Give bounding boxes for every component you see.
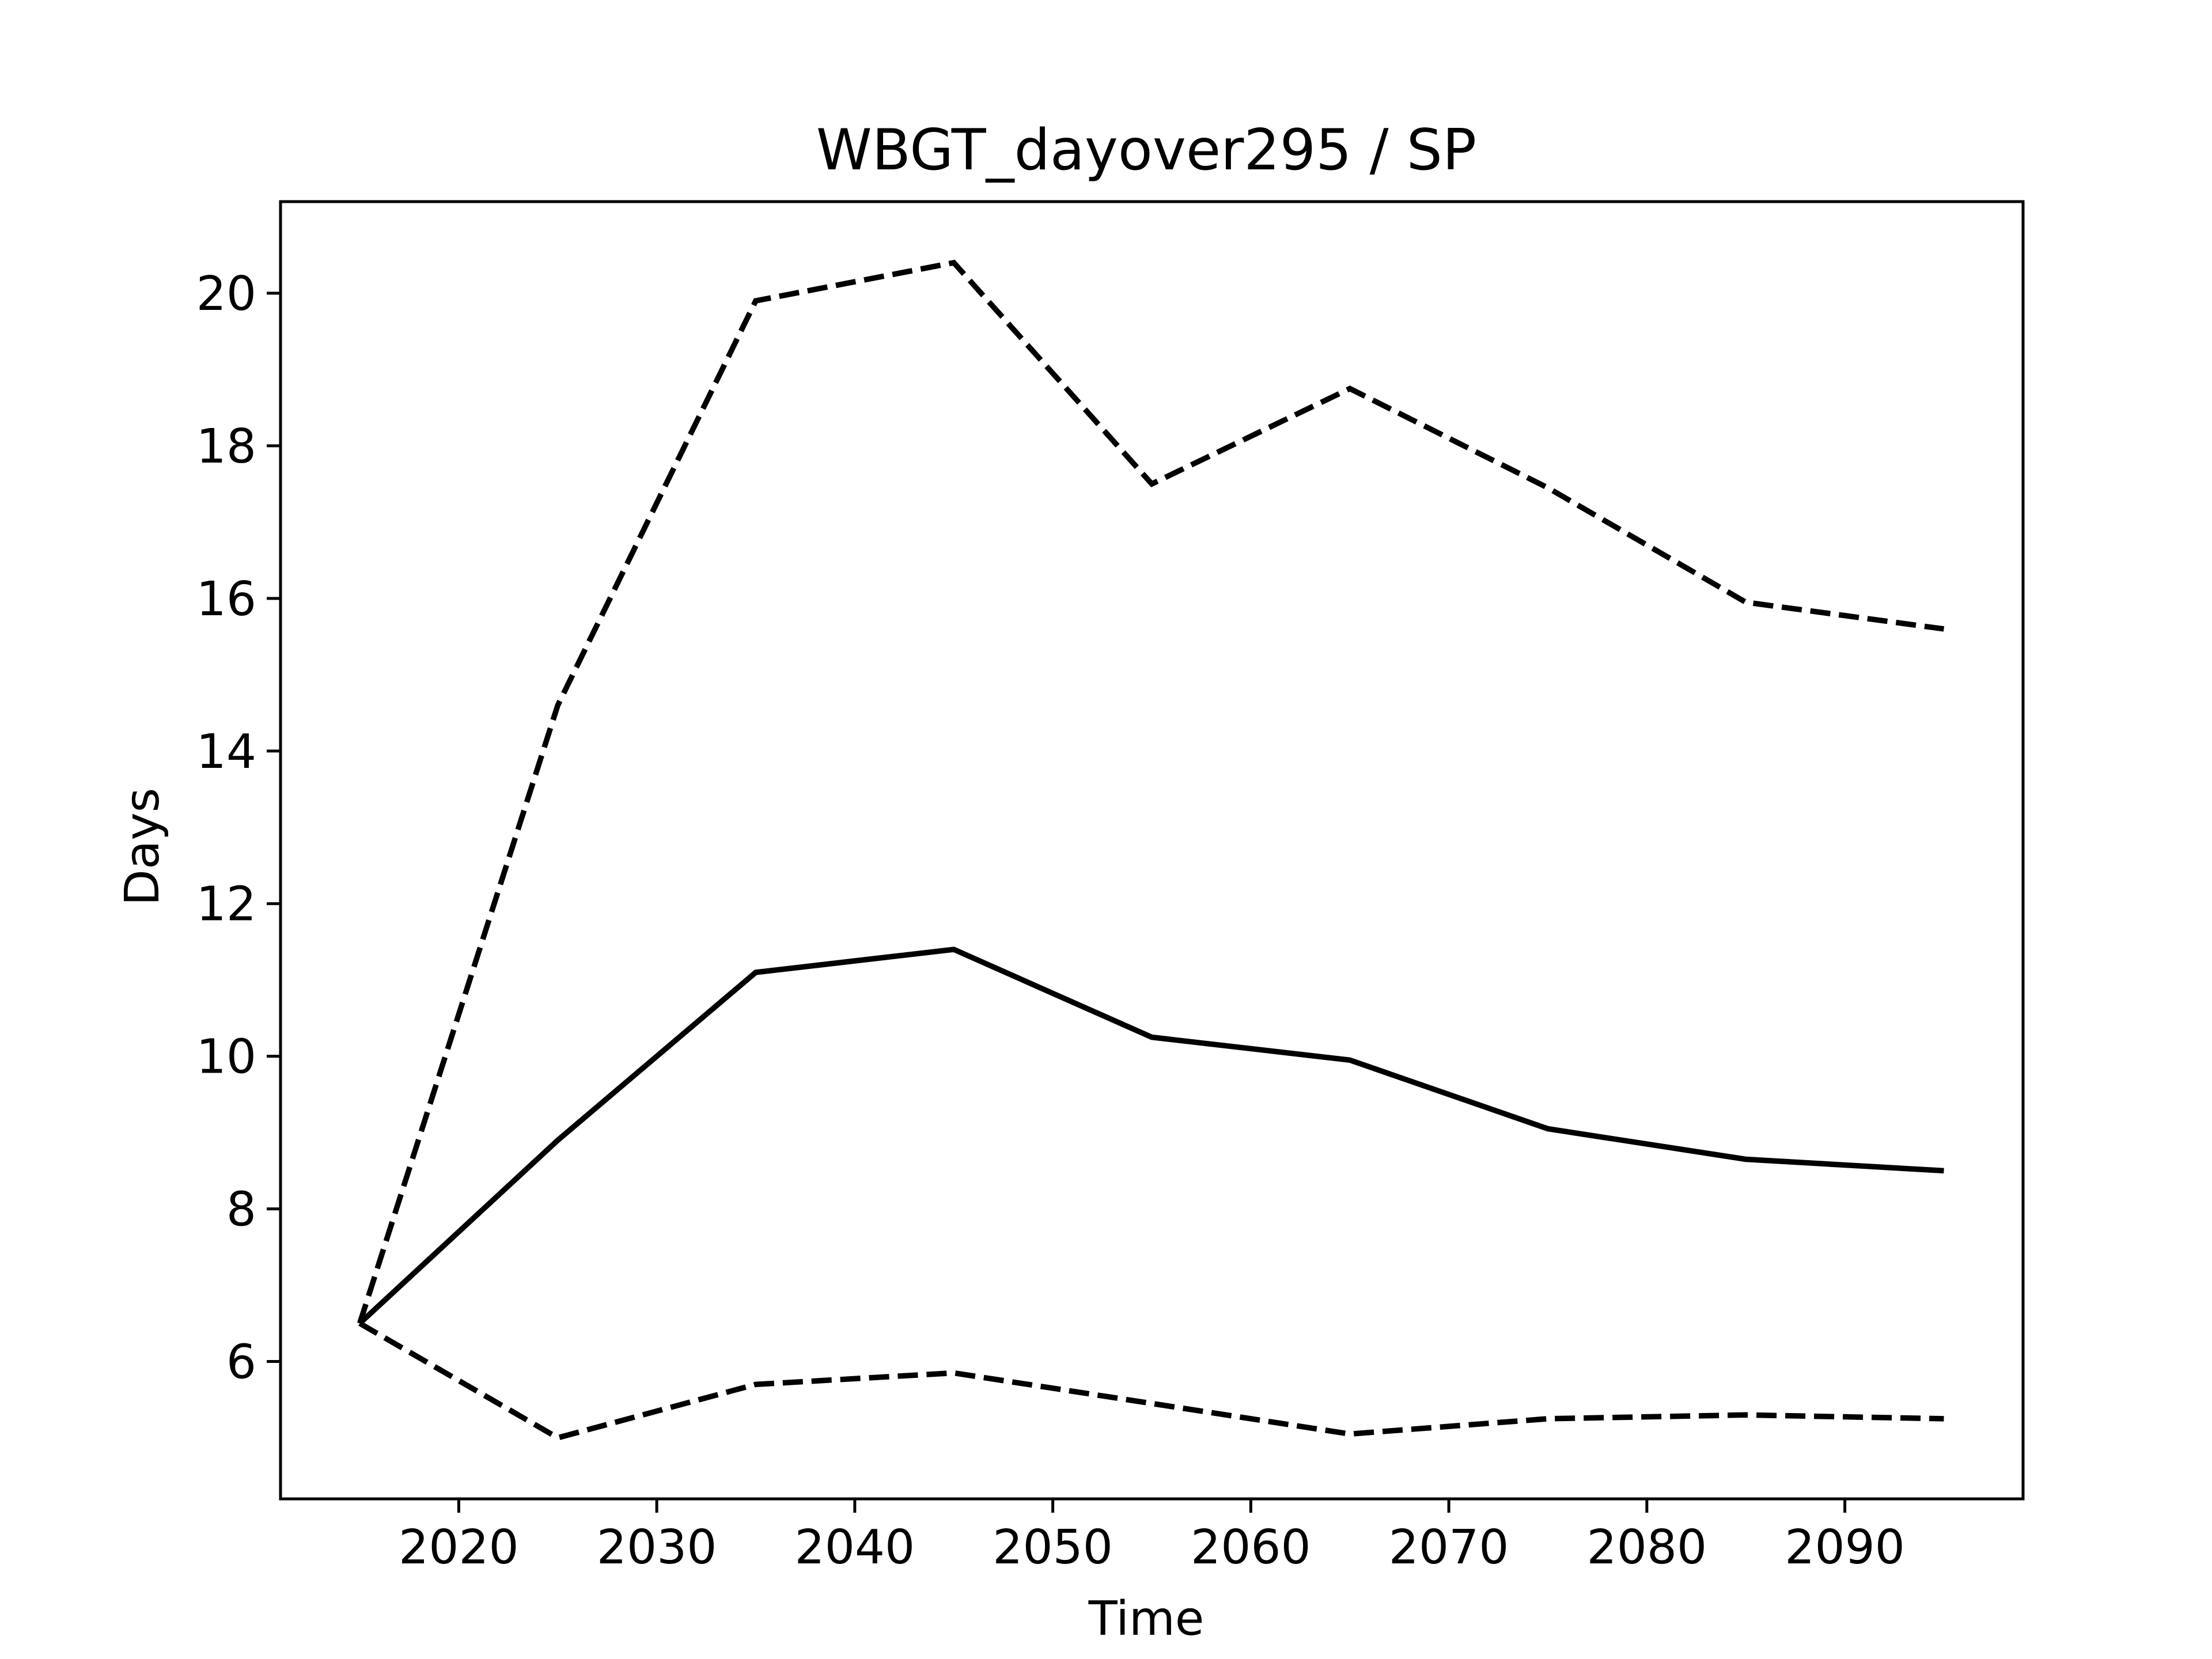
x-tick-label: 2070 — [1389, 1520, 1509, 1575]
x-tick-label: 2020 — [399, 1520, 519, 1575]
x-tick-label: 2030 — [597, 1520, 717, 1575]
y-tick-label: 20 — [196, 267, 256, 321]
series-line-3-dashed — [358, 1321, 1944, 1441]
x-tick-label: 2060 — [1191, 1520, 1311, 1575]
x-tick-label: 2050 — [993, 1520, 1113, 1575]
chart-title: WBGT_dayover295 / SP — [816, 118, 1476, 183]
x-tick-label: 2080 — [1587, 1520, 1707, 1575]
y-tick-label: 16 — [196, 572, 256, 627]
x-tick-label: 2090 — [1785, 1520, 1905, 1575]
y-tick-label: 8 — [226, 1183, 256, 1237]
series-line-2-dashed — [357, 259, 1945, 1324]
plot-area — [357, 259, 1945, 1441]
axes: 2020 2030 2040 2050 2060 2070 2080 2090 6 8 10 12 14… — [196, 200, 2025, 1575]
x-tick-label: 2040 — [795, 1520, 915, 1575]
axes-frame — [279, 200, 2025, 1501]
series-line-1-solid — [358, 946, 1944, 1325]
y-tick-label: 6 — [226, 1335, 256, 1390]
y-tick-label: 10 — [196, 1030, 256, 1085]
y-tick-label: 12 — [196, 877, 256, 932]
y-tick-label: 18 — [196, 419, 256, 474]
y-axis-title: Days — [115, 788, 170, 906]
x-axis-title: Time — [1088, 1592, 1205, 1646]
y-tick-label: 14 — [196, 725, 256, 779]
